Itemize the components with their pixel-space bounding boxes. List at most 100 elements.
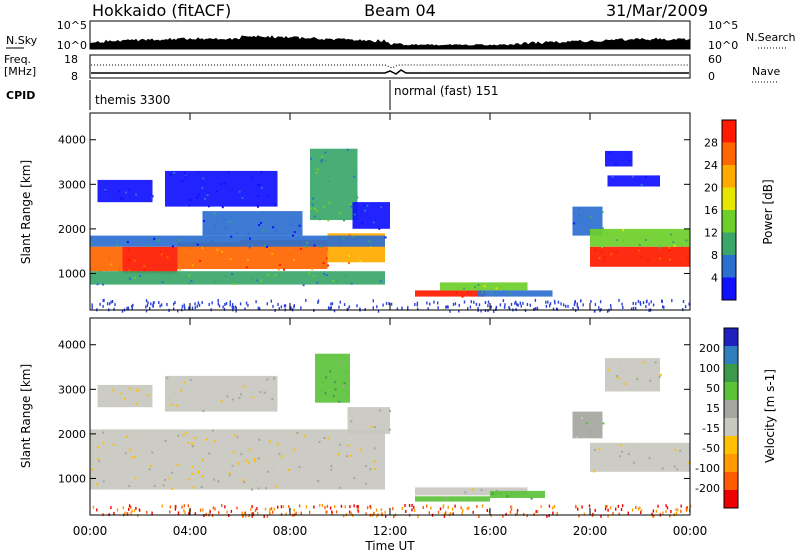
noise-speck: [330, 303, 331, 306]
scatter-speck: [104, 394, 106, 396]
colorbar-swatch: [722, 233, 736, 256]
noise-speck: [479, 303, 480, 306]
scatter-speck: [240, 393, 242, 395]
scatter-speck: [389, 429, 391, 431]
noise-speck: [257, 512, 258, 515]
scatter-speck: [329, 202, 331, 204]
noise-speck: [147, 304, 148, 307]
noise-speck: [236, 507, 237, 510]
noise-speck: [269, 508, 270, 511]
noise-speck: [635, 302, 636, 305]
scatter-speck: [481, 291, 483, 293]
noise-speck: [332, 302, 333, 305]
scatter-speck: [236, 233, 238, 235]
scatter-speck: [349, 455, 351, 457]
noise-speck: [646, 300, 647, 303]
noise-speck: [124, 512, 125, 515]
scatter-speck: [258, 184, 260, 186]
scatter-speck: [116, 245, 118, 247]
scatter-region-0: [90, 429, 385, 489]
noise-speck: [129, 504, 130, 507]
scatter-speck: [294, 231, 296, 233]
scatter-speck: [234, 434, 236, 436]
scatter-speck: [166, 377, 168, 379]
scatter-speck: [230, 258, 232, 260]
scatter-speck: [456, 291, 458, 293]
scatter-speck: [194, 457, 196, 459]
scatter-speck: [225, 243, 227, 245]
noise-speck: [686, 508, 687, 511]
x-tick-label: 00:00: [673, 524, 708, 538]
noise-speck: [151, 512, 152, 515]
cpid-segment-1: themis 3300: [95, 93, 170, 107]
scatter-speck: [197, 470, 199, 472]
scatter-speck: [327, 219, 329, 221]
scatter-speck: [193, 386, 195, 388]
scatter-speck: [317, 168, 319, 170]
scatter-speck: [254, 460, 256, 462]
scatter-speck: [194, 437, 196, 439]
noise-speck: [184, 504, 185, 507]
scatter-speck: [260, 222, 262, 224]
noise-speck: [417, 304, 418, 307]
noise-speck: [258, 307, 259, 310]
noise-speck: [520, 302, 521, 305]
scatter-speck: [621, 465, 623, 467]
scatter-speck: [190, 379, 192, 381]
scatter-speck: [215, 281, 217, 283]
scatter-speck: [319, 463, 321, 465]
scatter-speck: [212, 429, 214, 431]
noise-speck: [386, 302, 387, 305]
scatter-region-11: [353, 202, 391, 229]
noise-speck: [622, 306, 623, 309]
noise-speck: [255, 509, 256, 512]
scatter-speck: [142, 444, 144, 446]
y-tick-label: 4000: [58, 339, 86, 352]
noise-speck: [218, 302, 219, 305]
scatter-speck: [267, 195, 269, 197]
scatter-speck: [491, 292, 493, 294]
scatter-speck: [96, 484, 98, 486]
scatter-speck: [670, 234, 672, 236]
scatter-speck: [368, 241, 370, 243]
scatter-speck: [360, 449, 362, 451]
scatter-speck: [204, 198, 206, 200]
scatter-speck: [306, 242, 308, 244]
scatter-speck: [305, 246, 307, 248]
power-panel: 4000300020001000 Slant Range [km] 282420…: [19, 113, 775, 313]
noise-speck: [274, 508, 275, 511]
scatter-speck: [343, 219, 345, 221]
scatter-speck: [232, 402, 234, 404]
scatter-speck: [245, 460, 247, 462]
scatter-speck: [385, 236, 387, 238]
scatter-speck: [188, 478, 190, 480]
station-title: Hokkaido (fitACF): [92, 1, 231, 20]
noise-speck: [184, 511, 185, 514]
noise-speck: [622, 504, 623, 507]
scatter-speck: [225, 462, 227, 464]
scatter-speck: [127, 258, 129, 260]
scatter-speck: [267, 471, 269, 473]
scatter-speck: [153, 466, 155, 468]
scatter-speck: [311, 268, 313, 270]
noise-speck: [663, 306, 664, 309]
scatter-speck: [600, 251, 602, 253]
scatter-speck: [275, 274, 277, 276]
scatter-speck: [221, 386, 223, 388]
noise-speck: [683, 300, 684, 303]
scatter-region-14: [478, 290, 553, 296]
noise-speck: [226, 302, 227, 305]
noise-speck: [521, 305, 522, 308]
scatter-speck: [179, 269, 181, 271]
scatter-speck: [158, 239, 160, 241]
noise-speck: [665, 510, 666, 513]
noise-speck: [401, 307, 402, 310]
noise-speck: [610, 304, 611, 307]
scatter-speck: [110, 264, 112, 266]
scatter-speck: [105, 189, 107, 191]
scatter-speck: [633, 462, 635, 464]
scatter-speck: [646, 459, 648, 461]
noise-speck: [324, 506, 325, 509]
scatter-speck: [229, 221, 231, 223]
noise-speck: [443, 506, 444, 509]
